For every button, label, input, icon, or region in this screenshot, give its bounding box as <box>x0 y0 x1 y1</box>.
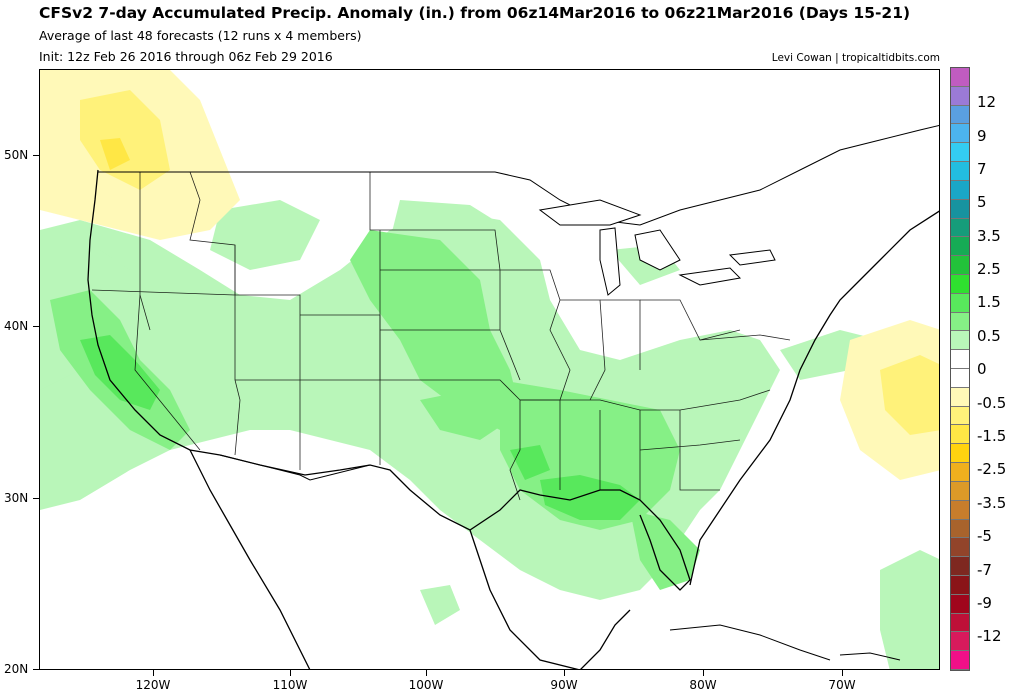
colorbar-swatch <box>951 557 969 576</box>
lon-tick <box>842 670 843 676</box>
map-subtitle: Average of last 48 forecasts (12 runs x … <box>39 28 362 43</box>
colorbar-label: 1.5 <box>977 293 1001 311</box>
colorbar-label: 0.5 <box>977 327 1001 345</box>
colorbar-swatch <box>951 162 969 181</box>
coastlines <box>87 169 939 669</box>
colorbar-label: 0 <box>977 360 987 378</box>
colorbar-label: 7 <box>977 160 987 178</box>
colorbar-swatch <box>951 481 969 501</box>
map-title: CFSv2 7-day Accumulated Precip. Anomaly … <box>39 4 911 22</box>
lon-tick <box>426 670 427 676</box>
map-svg <box>40 70 939 669</box>
init-info: Init: 12z Feb 26 2016 through 06z Feb 29… <box>39 49 333 64</box>
colorbar-swatch <box>951 613 969 633</box>
colorbar-swatch <box>951 406 969 426</box>
colorbar-label: 3.5 <box>977 227 1001 245</box>
lon-label-100w: 100W <box>408 678 444 692</box>
colorbar-label: -5 <box>977 527 992 545</box>
colorbar-label: -2.5 <box>977 460 1007 478</box>
colorbar-swatch <box>951 331 969 351</box>
lon-label-120w: 120W <box>135 678 171 692</box>
colorbar-swatch <box>951 312 969 332</box>
anomaly-green-core <box>80 335 640 520</box>
colorbar-swatch <box>951 500 969 520</box>
colorbar-swatch <box>951 444 969 464</box>
colorbar-swatch <box>951 369 969 388</box>
colorbar-label: -9 <box>977 594 992 612</box>
colorbar-swatch <box>951 575 969 595</box>
precip-anomaly-map <box>39 69 940 670</box>
colorbar-swatch <box>951 519 969 539</box>
lon-label-80w: 80W <box>689 678 717 692</box>
colorbar-swatch <box>951 387 969 407</box>
colorbar-swatch <box>951 632 969 652</box>
lon-label-70w: 70W <box>828 678 856 692</box>
lon-label-110w: 110W <box>272 678 308 692</box>
lat-label-50n: 50N <box>4 148 29 162</box>
colorbar-swatch <box>951 293 969 313</box>
colorbar-swatch <box>951 538 969 558</box>
lat-tick <box>33 326 39 327</box>
colorbar-swatch <box>951 594 969 614</box>
colorbar-label: 5 <box>977 193 987 211</box>
lon-tick <box>564 670 565 676</box>
colorbar-swatch <box>951 124 969 144</box>
great-lakes <box>538 199 776 296</box>
colorbar-swatch <box>951 218 969 238</box>
lon-tick <box>153 670 154 676</box>
colorbar-label: -7 <box>977 561 992 579</box>
colorbar <box>950 67 970 671</box>
colorbar-swatch <box>951 256 969 275</box>
lat-tick <box>33 669 39 670</box>
lat-label-40n: 40N <box>4 319 29 333</box>
credit-text: Levi Cowan | tropicaltidbits.com <box>771 52 940 64</box>
colorbar-swatch <box>951 180 969 200</box>
colorbar-label: -1.5 <box>977 427 1007 445</box>
state-lines <box>91 171 791 501</box>
lat-label-20n: 20N <box>4 662 29 676</box>
colorbar-swatch <box>951 68 969 87</box>
colorbar-swatch <box>951 105 969 125</box>
colorbar-label: 9 <box>977 127 987 145</box>
lat-tick <box>33 498 39 499</box>
colorbar-swatch <box>951 274 969 294</box>
colorbar-swatch <box>951 425 969 445</box>
colorbar-label: 2.5 <box>977 260 1001 278</box>
colorbar-swatch <box>951 651 969 670</box>
colorbar-swatch <box>951 463 969 482</box>
colorbar-label: -12 <box>977 627 1002 645</box>
colorbar-label: -3.5 <box>977 494 1007 512</box>
lon-label-90w: 90W <box>550 678 578 692</box>
colorbar-label: 12 <box>977 93 997 111</box>
borders <box>98 124 939 481</box>
lon-tick <box>703 670 704 676</box>
colorbar-swatch <box>951 237 969 257</box>
colorbar-swatch <box>951 86 969 106</box>
lon-tick <box>290 670 291 676</box>
colorbar-swatch <box>951 199 969 219</box>
lat-tick <box>33 155 39 156</box>
lat-label-30n: 30N <box>4 491 29 505</box>
colorbar-swatch <box>951 350 969 369</box>
caribbean-islands <box>669 624 901 661</box>
colorbar-swatch <box>951 143 969 163</box>
colorbar-label: -0.5 <box>977 394 1007 412</box>
anomaly-dry-areas <box>40 70 939 480</box>
